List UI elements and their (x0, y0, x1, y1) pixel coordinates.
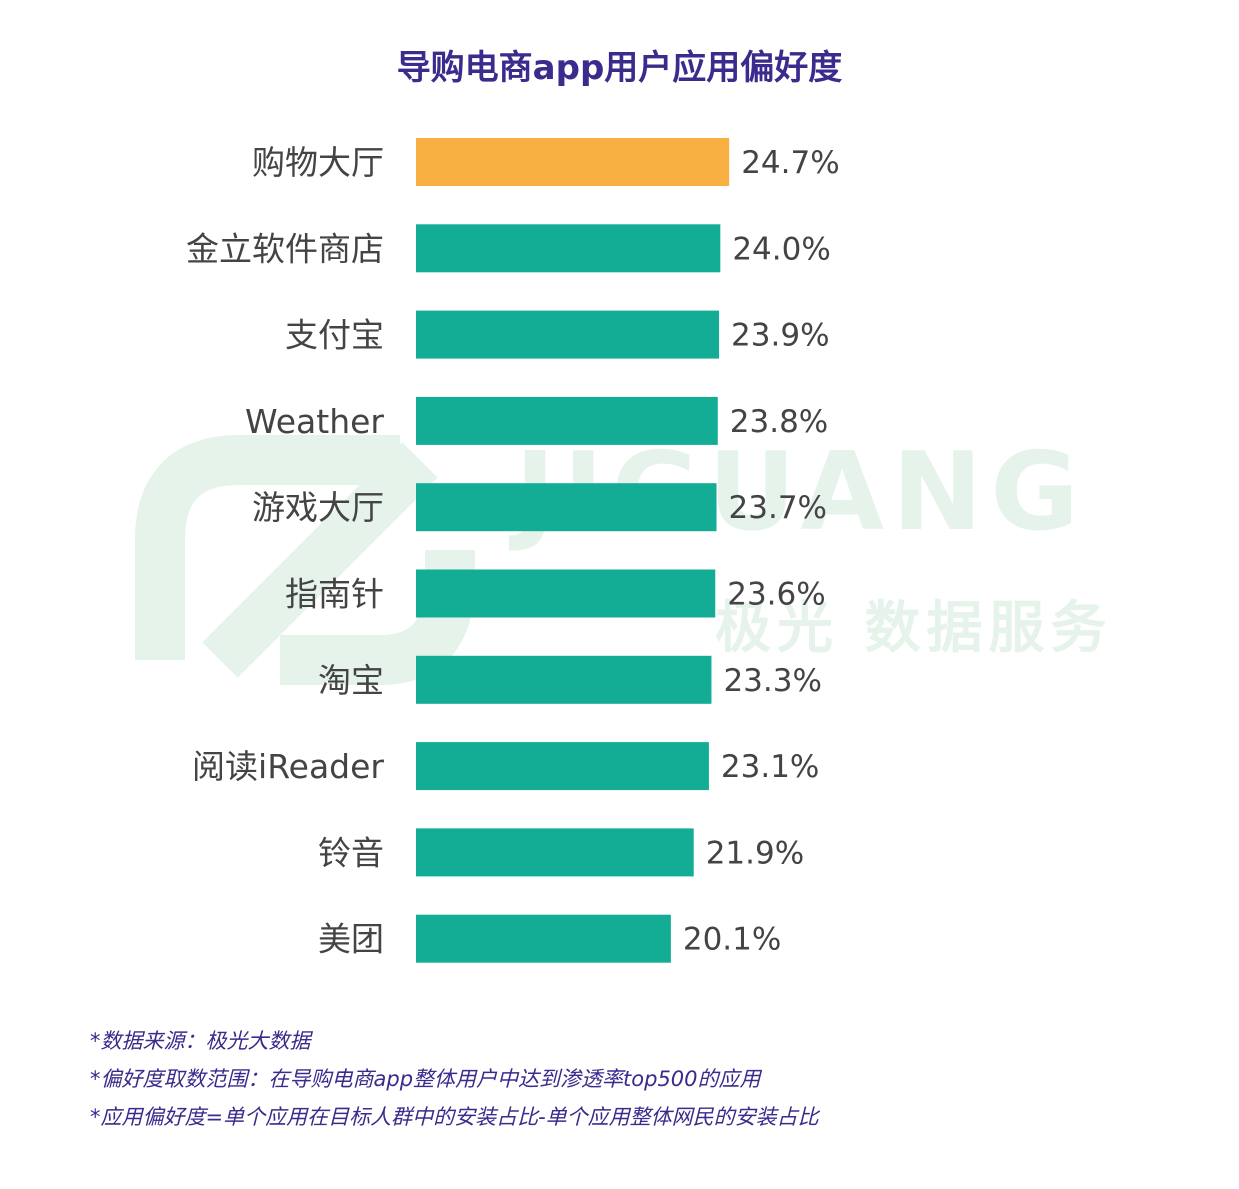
bar (416, 569, 716, 618)
value-label: 21.9% (706, 835, 804, 871)
chart-title: 导购电商app用户应用偏好度 (396, 48, 843, 88)
bar (416, 655, 712, 704)
value-label: 23.6% (727, 577, 825, 613)
bar (416, 224, 721, 273)
footnote-range: *偏好度取数范围：在导购电商app整体用户中达到渗透率top500的应用 (90, 1067, 761, 1091)
value-label: 23.7% (729, 490, 827, 526)
bar (416, 310, 720, 359)
bar (416, 828, 694, 877)
category-label: 游戏大厅 (252, 488, 384, 527)
bar-chart: 购物大厅 24.7% 金立软件商店 24.0% 支付宝 23.9% Weather 23.8%… (186, 138, 840, 963)
category-label: 金立软件商店 (186, 229, 384, 268)
bar (416, 483, 717, 532)
bar (416, 396, 718, 445)
category-label: 阅读iReader (192, 747, 384, 786)
footnotes: *数据来源：极光大数据 *偏好度取数范围：在导购电商app整体用户中达到渗透率t… (90, 1022, 819, 1136)
value-label: 23.1% (721, 749, 819, 785)
value-label: 23.8% (730, 404, 828, 440)
category-label: 支付宝 (285, 316, 384, 355)
value-label: 24.0% (732, 231, 830, 267)
category-label: 淘宝 (318, 661, 384, 700)
category-label: 指南针 (285, 575, 384, 614)
bar (416, 138, 730, 186)
footnote-definition: *应用偏好度=单个应用在目标人群中的安装占比-单个应用整体网民的安装占比 (90, 1105, 819, 1129)
category-label: 铃音 (318, 833, 384, 872)
bar (416, 914, 671, 963)
category-label: 美团 (318, 920, 384, 959)
category-label: 购物大厅 (252, 143, 384, 182)
value-label: 20.1% (683, 922, 781, 958)
category-label: Weather (245, 402, 384, 441)
value-label: 24.7% (741, 145, 839, 181)
value-label: 23.3% (723, 663, 821, 699)
footnote-source: *数据来源：极光大数据 (90, 1029, 311, 1053)
value-label: 23.9% (731, 318, 829, 354)
bar (416, 742, 709, 791)
